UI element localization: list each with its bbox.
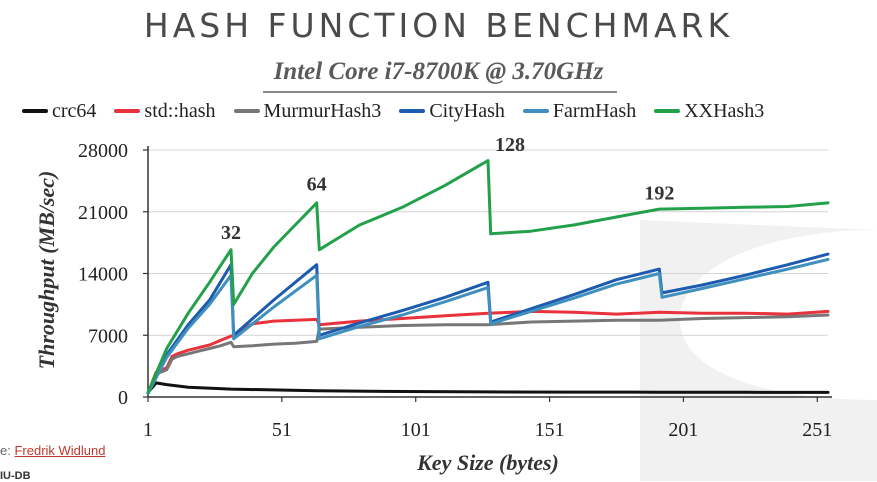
y-tick-label: 21000: [78, 202, 128, 224]
annotations: 32 64 128 192: [221, 134, 674, 244]
series-line-crc64: [146, 381, 830, 395]
legend-swatch: [22, 109, 48, 113]
legend-swatch: [114, 109, 141, 113]
legend-swatch: [233, 109, 260, 113]
subtitle-underline: [263, 91, 617, 93]
chart-subtitle: Intel Core i7-8700K @ 3.70GHz: [273, 58, 604, 85]
background-logo-shape: [640, 220, 877, 481]
legend-swatch: [522, 109, 549, 113]
annotation-64: 64: [307, 174, 327, 196]
annotation-192: 192: [644, 182, 674, 204]
y-axis-label: Throughput (MB/sec): [34, 171, 59, 370]
x-tick-label: 151: [535, 419, 565, 441]
annotation-32: 32: [221, 222, 241, 244]
x-tick-label: 201: [668, 419, 698, 441]
chart-legend: crc64 std::hash MurmurHash3 CityHash FarmHas…: [22, 98, 782, 124]
legend-swatch: [399, 109, 426, 113]
series-line-farmhash: [146, 257, 830, 395]
x-tick-label: 1: [143, 419, 153, 441]
legend-label: CityHash: [429, 99, 505, 122]
source-credit: e: Fredrik Widlund: [0, 443, 106, 458]
legend-item-farmhash: FarmHash: [522, 99, 637, 123]
y-tick-label: 7000: [88, 325, 128, 347]
source-prefix: e:: [0, 443, 11, 458]
legend-label: XXHash3: [684, 99, 765, 122]
background-logo: [640, 220, 877, 481]
legend-item-cityhash: CityHash: [399, 100, 505, 123]
x-axis-label: Key Size (bytes): [416, 450, 559, 475]
legend-item-xxhash3: XXHash3: [654, 100, 764, 123]
y-tick-label: 14000: [78, 264, 128, 286]
legend-item-crc64: crc64: [22, 100, 96, 123]
annotation-128: 128: [495, 134, 525, 156]
x-tick-label: 51: [272, 419, 292, 441]
legend-swatch: [654, 109, 681, 113]
legend-label: std::hash: [144, 99, 216, 122]
series-line-std-hash: [146, 309, 830, 395]
grid-lines: [148, 149, 828, 336]
series-line-cityhash: [146, 252, 830, 395]
legend-label: FarmHash: [552, 99, 637, 122]
chart-title: HASH FUNCTION BENCHMARK: [143, 6, 734, 45]
legend-label: crc64: [52, 99, 97, 122]
chart-axes: [147, 146, 832, 398]
legend-label: MurmurHash3: [263, 99, 382, 122]
x-tick-label: 101: [401, 419, 431, 441]
legend-item-murmurhash3: MurmurHash3: [233, 99, 382, 123]
series-lines: [146, 159, 830, 395]
source-link[interactable]: Fredrik Widlund: [14, 443, 106, 458]
x-tick-label: 251: [802, 419, 832, 441]
series-line-xxhash3: [146, 159, 830, 395]
footer-mark: IU-DB: [0, 470, 31, 482]
legend-item-std-hash: std::hash: [114, 99, 216, 123]
series-line-murmurhash3: [146, 313, 830, 395]
y-tick-label: 0: [118, 387, 128, 409]
y-tick-label: 28000: [78, 140, 128, 162]
